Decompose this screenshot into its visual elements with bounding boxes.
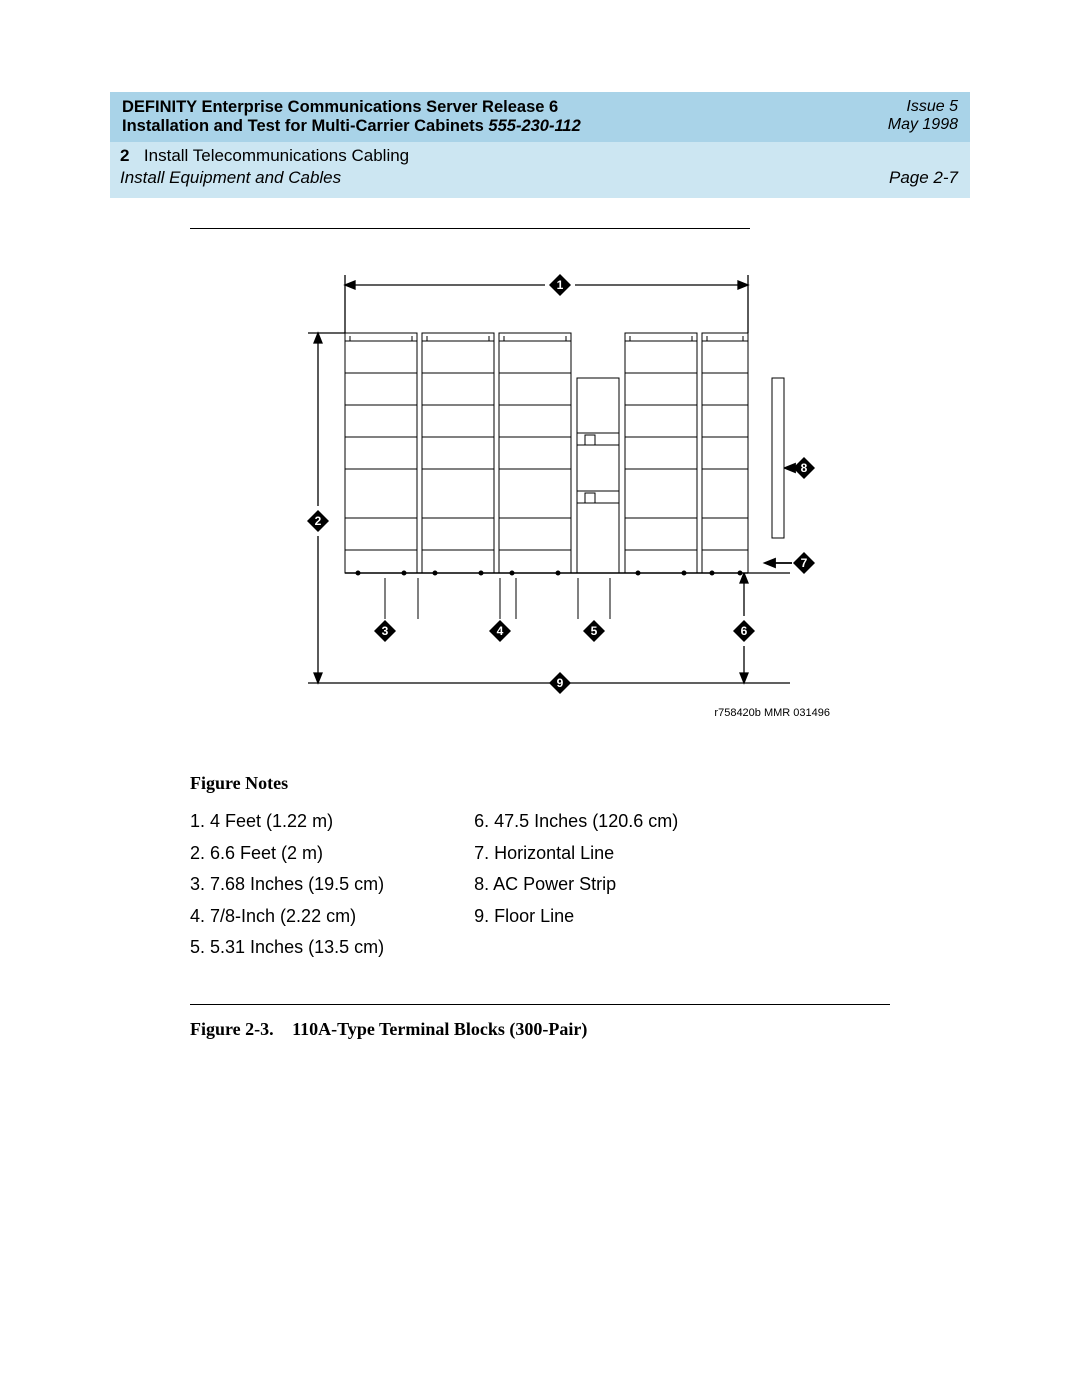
figure-note-item: 9. Floor Line [474,901,678,933]
chapter-title: Install Telecommunications Cabling [144,146,409,165]
callout-number: 3 [382,624,389,638]
drawing-reference: r758420b MMR 031496 [714,707,830,719]
callout-number: 6 [741,624,748,638]
callout-number: 9 [557,676,564,690]
figure-notes-title: Figure Notes [190,773,890,794]
figure-note-item: 3. 7.68 Inches (19.5 cm) [190,869,384,901]
figure-notes-columns: 1. 4 Feet (1.22 m)2. 6.6 Feet (2 m)3. 7.… [190,806,890,964]
figure-container: 1 2 3 4 5 6 7 8 9 r758420b MMR 031496 [190,228,890,723]
figure-caption: Figure 2-3. 110A-Type Terminal Blocks (3… [190,1019,970,1040]
section-title: Install Equipment and Cables [120,168,409,188]
callout-number: 4 [497,624,504,638]
callout-number: 7 [801,556,808,570]
figure-notes-right: 6. 47.5 Inches (120.6 cm)7. Horizontal L… [474,806,678,964]
figure-note-item: 2. 6.6 Feet (2 m) [190,838,384,870]
figure-notes: Figure Notes 1. 4 Feet (1.22 m)2. 6.6 Fe… [190,773,890,964]
technical-diagram: 1 2 3 4 5 6 7 8 9 r758420b MMR 031496 [190,243,890,723]
issue-date: May 1998 [888,116,958,134]
doc-title-line2: Installation and Test for Multi-Carrier … [122,117,581,136]
callout-number: 8 [801,461,808,475]
figure-notes-left: 1. 4 Feet (1.22 m)2. 6.6 Feet (2 m)3. 7.… [190,806,384,964]
figure-note-item: 1. 4 Feet (1.22 m) [190,806,384,838]
figure-top-rule [190,228,750,229]
figure-note-item: 6. 47.5 Inches (120.6 cm) [474,806,678,838]
caption-text: 110A-Type Terminal Blocks (300-Pair) [292,1019,587,1039]
issue-label: Issue 5 [888,98,958,116]
figure-note-item: 5. 5.31 Inches (13.5 cm) [190,932,384,964]
caption-label: Figure 2-3. [190,1019,274,1039]
figure-note-item: 8. AC Power Strip [474,869,678,901]
callout-number: 2 [315,514,322,528]
page-number: Page 2-7 [889,168,958,188]
figure-note-item: 4. 7/8-Inch (2.22 cm) [190,901,384,933]
callout-number: 1 [557,278,564,292]
header-left: DEFINITY Enterprise Communications Serve… [122,98,581,136]
page-header-secondary: 2 Install Telecommunications Cabling Ins… [110,142,970,198]
page-header-primary: DEFINITY Enterprise Communications Serve… [110,92,970,142]
document-page: DEFINITY Enterprise Communications Serve… [110,92,970,1040]
doc-title-line1: DEFINITY Enterprise Communications Serve… [122,98,581,117]
figure-note-item: 7. Horizontal Line [474,838,678,870]
chapter-number: 2 [120,146,129,165]
chapter-info: 2 Install Telecommunications Cabling Ins… [120,146,409,188]
diagram-svg: 1 2 3 4 5 6 7 8 9 [190,243,890,723]
caption-rule [190,1004,890,1005]
doc-number: 555-230-112 [488,117,580,135]
header-right: Issue 5 May 1998 [888,98,958,136]
callout-number: 5 [591,624,598,638]
